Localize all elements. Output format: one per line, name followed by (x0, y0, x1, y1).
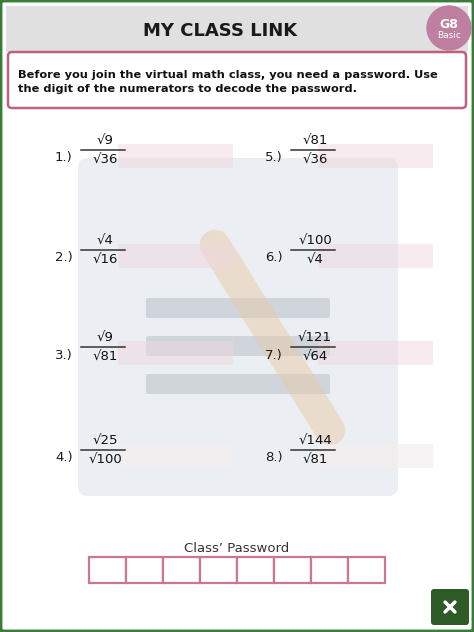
Text: 2.): 2.) (55, 252, 73, 265)
Text: 8.): 8.) (265, 451, 283, 465)
Text: G8: G8 (439, 18, 458, 30)
Text: √64: √64 (302, 350, 328, 363)
Text: √144: √144 (298, 434, 332, 447)
Text: √9: √9 (97, 134, 113, 147)
Text: √4: √4 (97, 234, 113, 247)
Text: √36: √36 (92, 153, 118, 166)
Bar (318, 144, 433, 168)
Bar (89, 557, 126, 583)
Text: 6.): 6.) (265, 252, 283, 265)
Bar (118, 444, 233, 468)
Text: Basic: Basic (437, 30, 461, 39)
Bar (318, 341, 433, 365)
Text: √81: √81 (302, 453, 328, 466)
Text: √25: √25 (92, 434, 118, 447)
Bar (118, 144, 233, 168)
Text: the digit of the numerators to decode the password.: the digit of the numerators to decode th… (18, 84, 357, 94)
Text: √100: √100 (88, 453, 122, 466)
FancyBboxPatch shape (78, 158, 398, 496)
Text: √36: √36 (302, 153, 328, 166)
Bar (237, 557, 274, 583)
Text: √100: √100 (298, 234, 332, 247)
Text: √81: √81 (92, 350, 118, 363)
Text: Class’ Password: Class’ Password (184, 542, 290, 554)
FancyBboxPatch shape (146, 298, 330, 318)
Text: MY CLASS LINK: MY CLASS LINK (143, 22, 297, 40)
Text: Before you join the virtual math class, you need a password. Use: Before you join the virtual math class, … (18, 70, 438, 80)
Bar (274, 557, 311, 583)
Text: 5.): 5.) (265, 152, 283, 164)
Bar (163, 557, 200, 583)
Bar (200, 557, 237, 583)
Text: 7.): 7.) (265, 348, 283, 362)
Bar (118, 341, 233, 365)
Text: √81: √81 (302, 134, 328, 147)
Text: √9: √9 (97, 331, 113, 344)
Text: 4.): 4.) (55, 451, 73, 465)
Circle shape (427, 6, 471, 50)
Bar (318, 244, 433, 268)
Bar (348, 557, 385, 583)
Bar (118, 244, 233, 268)
FancyBboxPatch shape (146, 374, 330, 394)
Text: √4: √4 (307, 253, 323, 266)
Text: √121: √121 (298, 331, 332, 344)
Bar (318, 444, 433, 468)
FancyBboxPatch shape (146, 336, 330, 356)
Bar (311, 557, 348, 583)
Text: 1.): 1.) (55, 152, 73, 164)
Text: 3.): 3.) (55, 348, 73, 362)
Bar (6, 6, 468, 52)
FancyBboxPatch shape (431, 589, 469, 625)
FancyBboxPatch shape (8, 52, 466, 108)
Bar (126, 557, 163, 583)
Text: √16: √16 (92, 253, 118, 266)
